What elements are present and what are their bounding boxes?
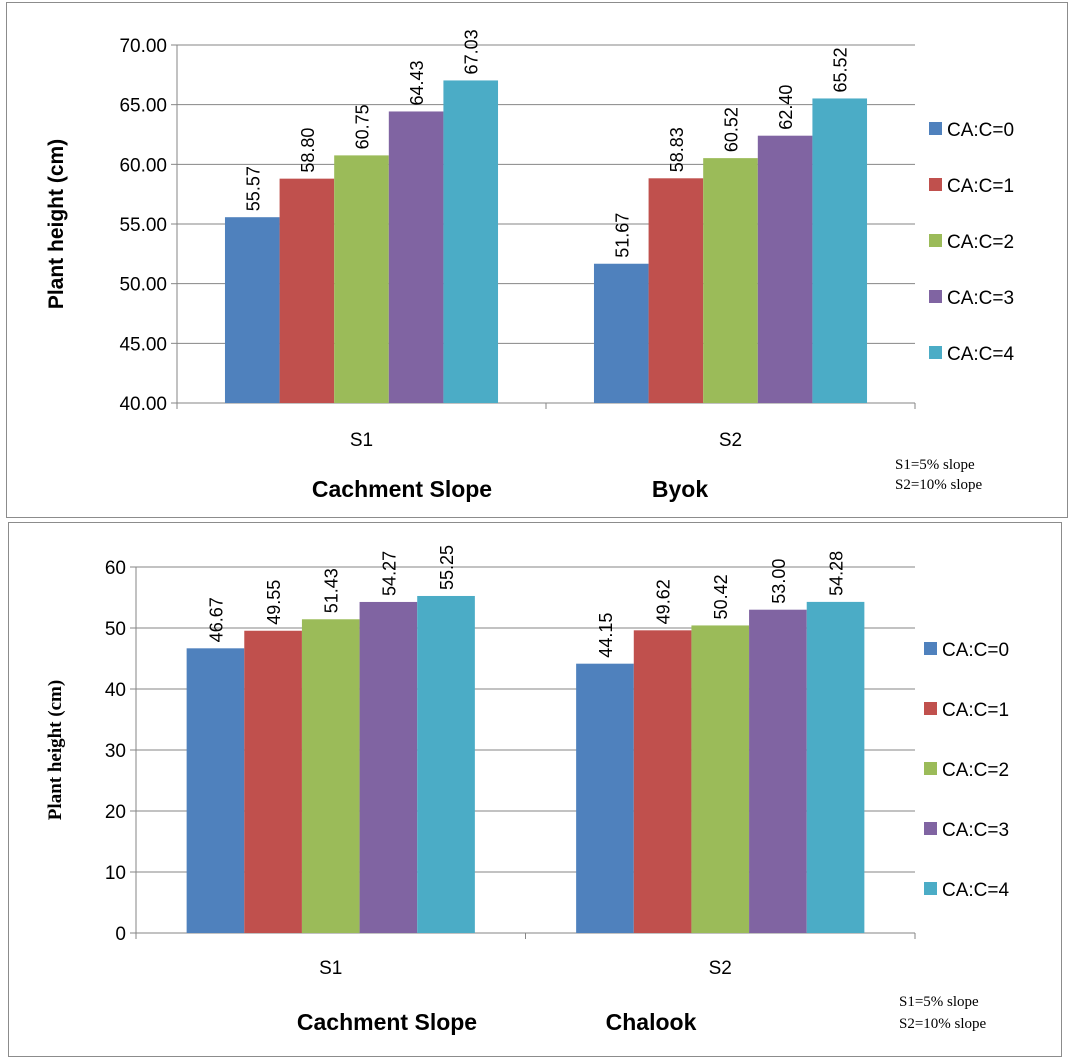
chalook-y-tick-label: 20 <box>105 802 126 823</box>
byok-bar-cac0-s2 <box>593 263 649 403</box>
chalook-y-axis-label: Plant height (cm) <box>45 680 66 820</box>
chalook-legend-swatch <box>924 702 937 715</box>
chart-chalook: 0 10 20 30 40 50 60 S1 46.67 49.55 51.43 54.27 55.25… <box>8 522 1062 1057</box>
chalook-bar-cac0-s2 <box>576 663 634 933</box>
byok-legend-swatch <box>929 234 942 247</box>
chalook-slope-note: S2=10% slope <box>899 1016 987 1032</box>
chalook-data-label: 53.00 <box>769 559 789 604</box>
chalook-legend-label: CA:C=2 <box>942 760 1009 781</box>
byok-legend-label: CA:C=1 <box>947 176 1014 197</box>
chalook-data-label: 55.25 <box>437 545 457 590</box>
byok-bar-cac4-s2 <box>812 98 868 403</box>
byok-data-label: 55.57 <box>243 166 263 211</box>
byok-legend-swatch <box>929 122 942 135</box>
chart-byok: 40.00 45.00 50.00 55.00 60.00 65.00 70.00 S1 55.… <box>6 2 1068 518</box>
byok-bar-cac3-s2 <box>757 135 813 403</box>
byok-bar-cac2-s2 <box>703 158 758 403</box>
byok-data-label: 51.67 <box>612 213 632 258</box>
byok-legend-label: CA:C=4 <box>947 344 1014 365</box>
chalook-data-label: 46.67 <box>206 597 226 642</box>
chalook-legend-swatch <box>924 822 937 835</box>
chalook-bar-cac4-s2 <box>806 601 865 933</box>
chalook-y-tick-label: 10 <box>105 863 126 884</box>
byok-y-tick-label: 65.00 <box>119 96 167 117</box>
chalook-legend-swatch <box>924 882 937 895</box>
byok-y-tick-label: 70.00 <box>119 36 167 57</box>
byok-legend-swatch <box>929 178 942 191</box>
chalook-category-label: S1 <box>319 958 342 979</box>
chalook-data-label: 49.62 <box>654 579 674 624</box>
chalook-slope-note: S1=5% slope <box>899 994 979 1010</box>
byok-y-tick-label: 55.00 <box>119 215 167 236</box>
byok-bar-cac0-s1 <box>224 217 280 403</box>
byok-category-label: S2 <box>719 430 742 451</box>
chalook-y-tick-label: 0 <box>115 924 126 945</box>
byok-data-label: 64.43 <box>407 60 427 105</box>
chalook-legend-swatch <box>924 762 937 775</box>
byok-y-tick-label: 40.00 <box>119 394 167 415</box>
chalook-bar-cac3-s2 <box>749 609 807 933</box>
chalook-bar-cac3-s1 <box>359 601 418 933</box>
byok-y-tick-label: 50.00 <box>119 275 167 296</box>
byok-bar-cac1-s1 <box>279 178 335 403</box>
chalook-data-label: 51.43 <box>322 568 342 613</box>
chalook-bar-cac4-s1 <box>417 595 475 933</box>
byok-slope-note: S2=10% slope <box>895 477 983 493</box>
byok-data-label: 60.52 <box>722 107 742 152</box>
byok-bar-cac2-s1 <box>334 155 389 403</box>
chalook-bar-cac0-s1 <box>186 648 245 933</box>
byok-legend-swatch <box>929 290 942 303</box>
chalook-y-tick-label: 60 <box>105 558 126 579</box>
chart-chalook-svg: 0 10 20 30 40 50 60 S1 46.67 49.55 51.43 54.27 55.25… <box>45 545 1009 1035</box>
chalook-bar-cac2-s2 <box>691 625 750 933</box>
chalook-site-label: Chalook <box>606 1009 697 1035</box>
byok-data-label: 58.83 <box>667 127 687 172</box>
chalook-y-tick-label: 40 <box>105 680 126 701</box>
byok-site-label: Byok <box>652 476 708 502</box>
chalook-y-tick-label: 50 <box>105 619 126 640</box>
byok-category-label: S1 <box>350 430 373 451</box>
chalook-legend-label: CA:C=1 <box>942 700 1009 721</box>
chalook-legend-label: CA:C=3 <box>942 820 1009 841</box>
chalook-legend-label: CA:C=0 <box>942 640 1009 661</box>
byok-legend-swatch <box>929 346 942 359</box>
byok-data-label: 58.80 <box>298 128 318 173</box>
chalook-bar-cac1-s1 <box>244 630 302 933</box>
byok-bar-cac4-s1 <box>443 80 499 403</box>
chalook-data-label: 54.27 <box>379 551 399 596</box>
chalook-legend-swatch <box>924 642 937 655</box>
chalook-data-label: 54.28 <box>827 551 847 596</box>
chalook-bar-cac2-s1 <box>301 619 360 933</box>
byok-legend-label: CA:C=3 <box>947 288 1014 309</box>
byok-legend-label: CA:C=0 <box>947 120 1014 141</box>
chalook-category-label: S2 <box>709 958 732 979</box>
chalook-data-label: 44.15 <box>596 613 616 658</box>
chalook-data-label: 50.42 <box>711 574 731 619</box>
byok-slope-note: S1=5% slope <box>895 457 975 473</box>
chalook-legend-label: CA:C=4 <box>942 880 1009 901</box>
byok-bar-cac1-s2 <box>648 178 704 403</box>
byok-x-axis-label: Cachment Slope <box>312 476 492 502</box>
byok-data-label: 65.52 <box>831 47 851 92</box>
chalook-bar-cac1-s2 <box>633 630 692 933</box>
byok-legend-label: CA:C=2 <box>947 232 1014 253</box>
byok-y-tick-label: 60.00 <box>119 155 167 176</box>
chart-byok-svg: 40.00 45.00 50.00 55.00 60.00 65.00 70.00 S1 55.… <box>45 29 1014 502</box>
byok-data-label: 67.03 <box>462 29 482 74</box>
chalook-data-label: 49.55 <box>264 580 284 625</box>
chalook-y-tick-label: 30 <box>105 741 126 762</box>
byok-data-label: 62.40 <box>776 85 796 130</box>
byok-bar-cac3-s1 <box>388 111 444 404</box>
byok-y-tick-label: 45.00 <box>119 334 167 355</box>
byok-data-label: 60.75 <box>353 104 373 149</box>
byok-y-axis-label: Plant height (cm) <box>45 139 68 309</box>
chalook-x-axis-label: Cachment Slope <box>297 1009 477 1035</box>
